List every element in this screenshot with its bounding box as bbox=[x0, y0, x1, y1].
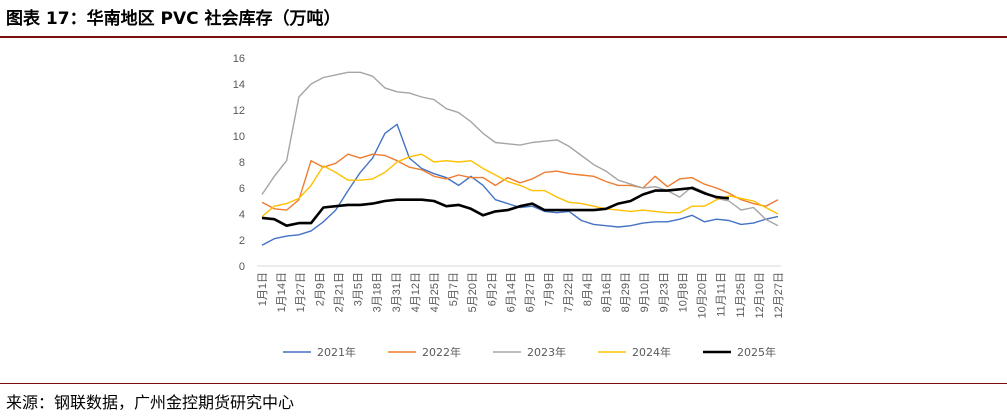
x-tick-label: 2月21日 bbox=[333, 272, 345, 312]
series-line-2023 bbox=[261, 71, 779, 227]
x-tick-label: 1月27日 bbox=[295, 272, 307, 312]
source-rule bbox=[0, 383, 1007, 384]
chart-title: 图表 17：华南地区 PVC 社会库存（万吨） bbox=[6, 9, 341, 29]
y-tick-label: 0 bbox=[239, 261, 245, 273]
x-tick-label: 2月9日 bbox=[314, 272, 326, 306]
x-tick-label: 7月9日 bbox=[544, 272, 556, 306]
y-tick-label: 14 bbox=[233, 79, 245, 91]
x-tick-label: 10月8日 bbox=[677, 272, 689, 312]
x-tick-label: 4月12日 bbox=[410, 272, 422, 312]
y-tick-label: 10 bbox=[233, 131, 245, 143]
legend-label: 2025年 bbox=[737, 345, 776, 359]
x-tick-label: 9月23日 bbox=[658, 272, 670, 312]
x-tick-label: 3月18日 bbox=[372, 272, 384, 312]
y-tick-label: 6 bbox=[239, 183, 245, 195]
legend-label: 2023年 bbox=[527, 345, 566, 359]
x-tick-label: 11月25日 bbox=[735, 272, 747, 318]
legend-label: 2021年 bbox=[317, 345, 356, 359]
x-tick-label: 1月1日 bbox=[257, 272, 269, 306]
series-lines bbox=[261, 71, 779, 246]
title-rule bbox=[0, 36, 1007, 38]
line-chart: 0 2 4 6 8 10 12 14 16 1月1日 1月14日 1月27日 2月9日 2月21日 3月5… bbox=[233, 53, 785, 359]
x-tick-label: 5月20日 bbox=[467, 272, 479, 312]
x-tick-label: 6月14日 bbox=[505, 272, 517, 312]
series-line-2024 bbox=[261, 153, 779, 218]
y-axis: 0 2 4 6 8 10 12 14 16 bbox=[233, 53, 245, 273]
legend-label: 2022年 bbox=[422, 345, 461, 359]
legend: 2021年 2022年 2023年 2024年 2025年 bbox=[283, 345, 776, 359]
x-tick-label: 8月29日 bbox=[620, 272, 632, 312]
x-tick-label: 3月31日 bbox=[391, 272, 403, 312]
x-tick-label: 12月10日 bbox=[754, 272, 766, 318]
x-tick-label: 6月2日 bbox=[486, 272, 498, 306]
y-tick-label: 4 bbox=[239, 209, 245, 221]
y-tick-label: 16 bbox=[233, 53, 245, 65]
legend-label: 2024年 bbox=[632, 345, 671, 359]
y-tick-label: 2 bbox=[239, 235, 245, 247]
x-tick-label: 1月14日 bbox=[276, 272, 288, 312]
y-tick-label: 8 bbox=[239, 157, 245, 169]
x-tick-label: 12月27日 bbox=[773, 272, 785, 318]
y-tick-label: 12 bbox=[233, 105, 245, 117]
series-line-2022 bbox=[261, 153, 779, 211]
x-tick-label: 7月22日 bbox=[563, 272, 575, 312]
x-tick-label: 6月27日 bbox=[525, 272, 537, 312]
x-tick-label: 8月16日 bbox=[601, 272, 613, 312]
x-axis: 1月1日 1月14日 1月27日 2月9日 2月21日 3月5日 3月18日 3月31日 4月1… bbox=[257, 272, 785, 318]
x-tick-label: 8月4日 bbox=[582, 272, 594, 306]
x-tick-label: 10月20日 bbox=[697, 272, 709, 318]
x-tick-label: 5月7日 bbox=[448, 272, 460, 306]
source-note: 来源：钢联数据，广州金控期货研究中心 bbox=[6, 393, 295, 412]
x-tick-label: 11月11日 bbox=[716, 272, 728, 317]
series-line-2025 bbox=[261, 186, 730, 227]
x-tick-label: 9月10日 bbox=[639, 272, 651, 312]
x-tick-label: 4月25日 bbox=[429, 272, 441, 312]
x-tick-label: 3月5日 bbox=[353, 272, 365, 306]
